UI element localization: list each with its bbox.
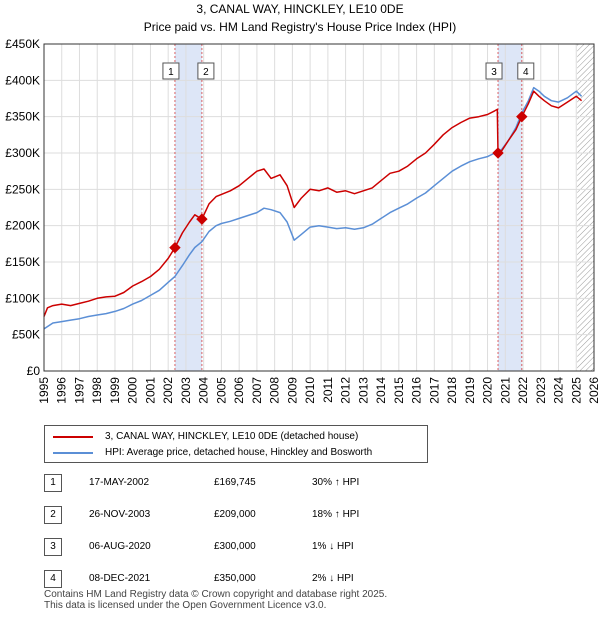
y-tick-label: £0 <box>27 364 41 378</box>
y-tick-label: £250K <box>5 182 40 196</box>
x-tick-label: 2012 <box>339 377 353 404</box>
attribution-footer: Contains HM Land Registry data © Crown c… <box>44 589 387 611</box>
transaction-row: 2 26-NOV-2003 £209,000 18% ↑ HPI <box>44 506 404 524</box>
chart-subtitle: Price paid vs. HM Land Registry's House … <box>144 20 456 34</box>
sale-point <box>169 241 181 254</box>
x-tick-label: 1996 <box>55 377 69 404</box>
sale-point <box>196 213 208 225</box>
x-tick-label: 2016 <box>410 377 424 404</box>
x-tick-label: 1997 <box>72 377 86 404</box>
x-tick-label: 2005 <box>214 377 228 404</box>
attribution-line-2: This data is licensed under the Open Gov… <box>44 600 327 611</box>
sale-label-number: 4 <box>523 67 529 78</box>
x-tick-label: 1999 <box>108 377 122 404</box>
x-tick-label: 2004 <box>197 377 211 404</box>
y-tick-label: £100K <box>5 291 40 305</box>
plot-frame <box>43 43 595 372</box>
transaction-hpi: 2% ↓ HPI <box>312 573 354 584</box>
y-tick-label: £450K <box>5 37 40 51</box>
sale-label-number: 2 <box>203 67 209 78</box>
sale-label-border <box>485 62 503 80</box>
x-tick-label: 2008 <box>268 377 282 404</box>
x-tick-label: 2024 <box>552 377 566 404</box>
x-tick-label: 2018 <box>445 377 459 404</box>
shaded-period <box>498 44 522 371</box>
x-tick-label: 2006 <box>232 377 246 404</box>
x-tick-label: 2001 <box>143 377 157 404</box>
transaction-hpi: 18% ↑ HPI <box>312 509 360 520</box>
x-tick-label: 2021 <box>498 377 512 404</box>
transaction-hpi: 1% ↓ HPI <box>312 541 354 552</box>
x-tick-label: 2025 <box>569 377 583 404</box>
x-tick-label: 2002 <box>161 377 175 404</box>
x-tick-label: 2009 <box>285 377 299 404</box>
chart-legend: 3, CANAL WAY, HINCKLEY, LE10 0DE (detach… <box>44 425 428 463</box>
transaction-row: 4 08-DEC-2021 £350,000 2% ↓ HPI <box>44 570 404 588</box>
shaded-period <box>174 44 202 371</box>
transaction-date: 08-DEC-2021 <box>89 573 151 584</box>
chart-title: 3, CANAL WAY, HINCKLEY, LE10 0DE <box>196 2 403 16</box>
attribution-line-1: Contains HM Land Registry data © Crown c… <box>44 589 388 600</box>
transaction-price: £300,000 <box>214 541 256 552</box>
transaction-price: £350,000 <box>214 573 256 584</box>
transaction-price: £209,000 <box>214 509 256 520</box>
x-tick-label: 2013 <box>356 377 370 404</box>
forecast-hatch <box>577 44 594 371</box>
y-tick-label: £200K <box>5 219 40 233</box>
x-tick-label: 2014 <box>374 377 388 404</box>
x-tick-label: 2015 <box>392 377 406 404</box>
transaction-price: £169,745 <box>214 477 256 488</box>
sale-label-box: 3 <box>485 62 503 80</box>
x-tick-label: 2017 <box>427 377 441 404</box>
x-tick-label: 2003 <box>179 377 193 404</box>
transaction-number: 2 <box>44 506 62 524</box>
y-tick-label: £400K <box>5 73 40 87</box>
x-tick-label: 2007 <box>250 377 264 404</box>
legend-label-property: 3, CANAL WAY, HINCKLEY, LE10 0DE (detach… <box>105 431 359 442</box>
sale-label-box: 2 <box>197 62 215 80</box>
transaction-date: 06-AUG-2020 <box>89 541 151 552</box>
sale-label-box: 1 <box>162 62 180 80</box>
x-tick-label: 2023 <box>534 377 548 404</box>
legend-swatch-hpi <box>53 451 93 454</box>
x-tick-label: 1995 <box>37 377 51 404</box>
x-tick-label: 2010 <box>303 377 317 404</box>
transaction-row: 1 17-MAY-2002 £169,745 30% ↑ HPI <box>44 474 404 492</box>
x-tick-label: 2022 <box>516 377 530 404</box>
legend-item-hpi: HPI: Average price, detached house, Hinc… <box>53 447 372 458</box>
transaction-date: 26-NOV-2003 <box>89 509 151 520</box>
y-tick-label: £50K <box>12 328 40 342</box>
y-tick-label: £350K <box>5 110 40 124</box>
property-price-line <box>43 90 583 317</box>
legend-swatch-property <box>53 435 93 438</box>
sale-label-number: 3 <box>491 67 497 78</box>
price-chart: 3, CANAL WAY, HINCKLEY, LE10 0DE Price p… <box>5 2 600 404</box>
sale-label-box: 4 <box>517 62 535 80</box>
sale-label-border <box>197 62 215 80</box>
sale-point <box>516 110 528 123</box>
x-tick-label: 2019 <box>463 377 477 404</box>
transaction-row: 3 06-AUG-2020 £300,000 1% ↓ HPI <box>44 538 404 556</box>
sale-label-number: 1 <box>168 67 174 78</box>
y-tick-label: £300K <box>5 146 40 160</box>
transaction-number: 3 <box>44 538 62 556</box>
x-tick-label: 1998 <box>90 377 104 404</box>
x-tick-label: 2020 <box>481 377 495 404</box>
transaction-hpi: 30% ↑ HPI <box>312 477 360 488</box>
sale-label-border <box>517 62 535 80</box>
legend-item-property: 3, CANAL WAY, HINCKLEY, LE10 0DE (detach… <box>53 431 358 442</box>
legend-label-hpi: HPI: Average price, detached house, Hinc… <box>105 447 373 458</box>
x-tick-label: 2000 <box>126 377 140 404</box>
y-tick-label: £150K <box>5 255 40 269</box>
x-tick-label: 2011 <box>321 377 335 403</box>
x-tick-label: 2026 <box>587 377 600 404</box>
transaction-number: 4 <box>44 570 62 588</box>
transaction-number: 1 <box>44 474 62 492</box>
transaction-date: 17-MAY-2002 <box>89 477 150 488</box>
sale-point <box>492 147 504 159</box>
sale-label-border <box>162 62 180 80</box>
